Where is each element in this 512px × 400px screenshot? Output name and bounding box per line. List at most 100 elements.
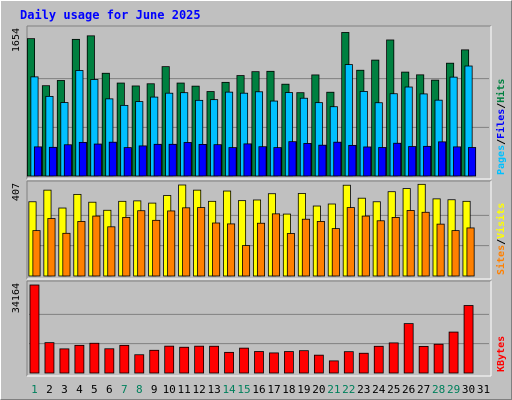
panel-hits-side-label-hits: Hits bbox=[495, 79, 507, 103]
panel-hits-bar-pages-9 bbox=[153, 143, 162, 177]
panel-hits-side-label-pages: Pages bbox=[496, 145, 507, 175]
panel-kbytes-max-label: 34164 bbox=[11, 283, 22, 313]
panel-hits-bar-pages-8 bbox=[138, 145, 147, 177]
day-label-28: 28 bbox=[432, 383, 445, 396]
panel-sites-max-label: 407 bbox=[11, 183, 22, 201]
panel-hits-side-label-files: Files bbox=[495, 109, 507, 139]
panel-hits-bar-pages-22 bbox=[348, 144, 357, 177]
panel-hits-bar-pages-28 bbox=[438, 141, 447, 177]
panel-hits-bar-pages-14 bbox=[228, 147, 237, 177]
panel-hits-bar-pages-23 bbox=[363, 146, 372, 177]
panel-hits-bar-pages-16 bbox=[258, 146, 267, 177]
panel-kbytes-bar-kbytes-22 bbox=[343, 351, 354, 374]
panel-kbytes-bar-kbytes-1 bbox=[29, 284, 40, 374]
chart-title: Daily usage for June 2025 bbox=[20, 8, 201, 22]
panel-kbytes-bar-kbytes-16 bbox=[254, 351, 264, 374]
panel-kbytes-bar-kbytes-5 bbox=[89, 342, 100, 374]
day-label-31: 31 bbox=[477, 383, 490, 396]
panel-sites-bar-sites-28 bbox=[436, 223, 445, 277]
panel-sites-bar-sites-26 bbox=[406, 210, 415, 277]
panel-kbytes-bar-kbytes-12 bbox=[194, 345, 205, 374]
panel-kbytes-bar-kbytes-3 bbox=[59, 348, 70, 374]
panel-kbytes-bar-kbytes-25 bbox=[388, 342, 399, 374]
panel-sites-bar-sites-16 bbox=[256, 222, 266, 277]
day-label-20: 20 bbox=[312, 383, 325, 396]
panel-hits-bar-pages-30 bbox=[468, 147, 477, 177]
panel-kbytes-bar-kbytes-15 bbox=[239, 347, 249, 374]
panel-sites-side-label-visits: Visits bbox=[495, 203, 507, 239]
panel-kbytes-bar-kbytes-11 bbox=[179, 346, 190, 374]
day-label-11: 11 bbox=[178, 383, 191, 396]
panel-sites-bar-sites-10 bbox=[167, 210, 176, 277]
day-label-17: 17 bbox=[267, 383, 280, 396]
panel-hits-bar-pages-12 bbox=[198, 143, 207, 177]
day-label-24: 24 bbox=[372, 383, 386, 396]
panel-hits-bar-pages-11 bbox=[183, 142, 192, 177]
panel-hits-bar-pages-6 bbox=[108, 141, 117, 177]
panel-sites-bar-sites-3 bbox=[62, 232, 71, 277]
panel-kbytes-bar-kbytes-30 bbox=[463, 305, 474, 374]
panel-hits-bar-pages-2 bbox=[48, 146, 57, 177]
panel-kbytes-bar-kbytes-20 bbox=[313, 354, 324, 374]
panel-kbytes-bar-kbytes-29 bbox=[448, 331, 459, 374]
day-label-6: 6 bbox=[106, 383, 113, 396]
panel-sites-bar-sites-2 bbox=[47, 218, 56, 277]
panel-sites-bar-sites-4 bbox=[77, 221, 86, 277]
day-label-12: 12 bbox=[193, 383, 206, 396]
panel-sites-bar-sites-5 bbox=[92, 215, 101, 277]
panel-sites-bar-sites-20 bbox=[316, 221, 325, 277]
panel-sites-bar-sites-17 bbox=[271, 213, 280, 277]
panel-sites-side-label: Sites/Visits bbox=[495, 203, 507, 275]
panel-sites-bar-sites-29 bbox=[451, 230, 460, 277]
panel-kbytes-bar-kbytes-4 bbox=[74, 344, 85, 374]
panel-kbytes-bar-kbytes-19 bbox=[299, 350, 309, 374]
panel-hits-bar-pages-1 bbox=[33, 146, 42, 177]
panel-hits-side-sep-2: / bbox=[496, 103, 507, 109]
panel-sites-bar-sites-18 bbox=[286, 233, 295, 277]
panel-sites-bar-sites-24 bbox=[376, 220, 385, 277]
panel-kbytes-bar-kbytes-14 bbox=[224, 351, 234, 374]
day-label-18: 18 bbox=[282, 383, 295, 396]
day-label-30: 30 bbox=[462, 383, 475, 396]
panel-sites-bar-sites-19 bbox=[301, 218, 310, 277]
panel-sites-side-sep-1: / bbox=[496, 239, 507, 245]
panel-sites-bar-sites-30 bbox=[466, 227, 475, 277]
panel-kbytes-bar-kbytes-27 bbox=[418, 346, 429, 374]
panel-hits-bar-pages-20 bbox=[318, 144, 327, 177]
panel-sites-bar-sites-7 bbox=[122, 217, 131, 277]
panel-kbytes-bar-kbytes-8 bbox=[134, 354, 145, 374]
day-label-19: 19 bbox=[297, 383, 310, 396]
panel-hits-max-label: 1654 bbox=[11, 28, 22, 52]
panel-sites-bar-sites-15 bbox=[242, 245, 251, 277]
panel-kbytes-bar-kbytes-24 bbox=[373, 345, 384, 374]
panel-kbytes-bar-kbytes-7 bbox=[119, 344, 130, 374]
day-label-13: 13 bbox=[207, 383, 220, 396]
panel-kbytes-bar-kbytes-9 bbox=[149, 349, 160, 374]
panel-hits-bar-pages-5 bbox=[93, 143, 102, 177]
day-label-29: 29 bbox=[447, 383, 460, 396]
panel-sites-bar-sites-21 bbox=[331, 228, 340, 277]
panel-hits-side-label: Pages/Files/Hits bbox=[495, 79, 507, 175]
panel-sites-bar-sites-25 bbox=[391, 217, 400, 277]
panel-kbytes-side-label: KBytes bbox=[496, 336, 507, 372]
panel-hits-bar-pages-15 bbox=[243, 143, 252, 177]
panel-sites-bar-sites-13 bbox=[212, 222, 221, 277]
day-label-9: 9 bbox=[151, 383, 158, 396]
day-label-4: 4 bbox=[76, 383, 83, 396]
panel-sites-bar-sites-6 bbox=[107, 226, 116, 277]
day-label-7: 7 bbox=[121, 383, 128, 396]
panel-hits-bar-pages-7 bbox=[123, 147, 132, 177]
panel-kbytes-bar-kbytes-13 bbox=[209, 345, 219, 374]
panel-sites-side-label-sites: Sites bbox=[495, 245, 507, 275]
panel-hits-bar-pages-17 bbox=[273, 147, 282, 177]
panel-hits-bar-pages-4 bbox=[78, 141, 87, 177]
panel-hits-bar-pages-18 bbox=[288, 141, 297, 177]
day-label-16: 16 bbox=[252, 383, 265, 396]
day-label-2: 2 bbox=[46, 383, 53, 396]
panel-hits-bar-pages-29 bbox=[453, 146, 462, 177]
panel-hits-bar-pages-10 bbox=[168, 143, 177, 177]
panel-hits-bar-pages-19 bbox=[303, 143, 312, 177]
panel-hits-bar-pages-25 bbox=[393, 142, 402, 177]
